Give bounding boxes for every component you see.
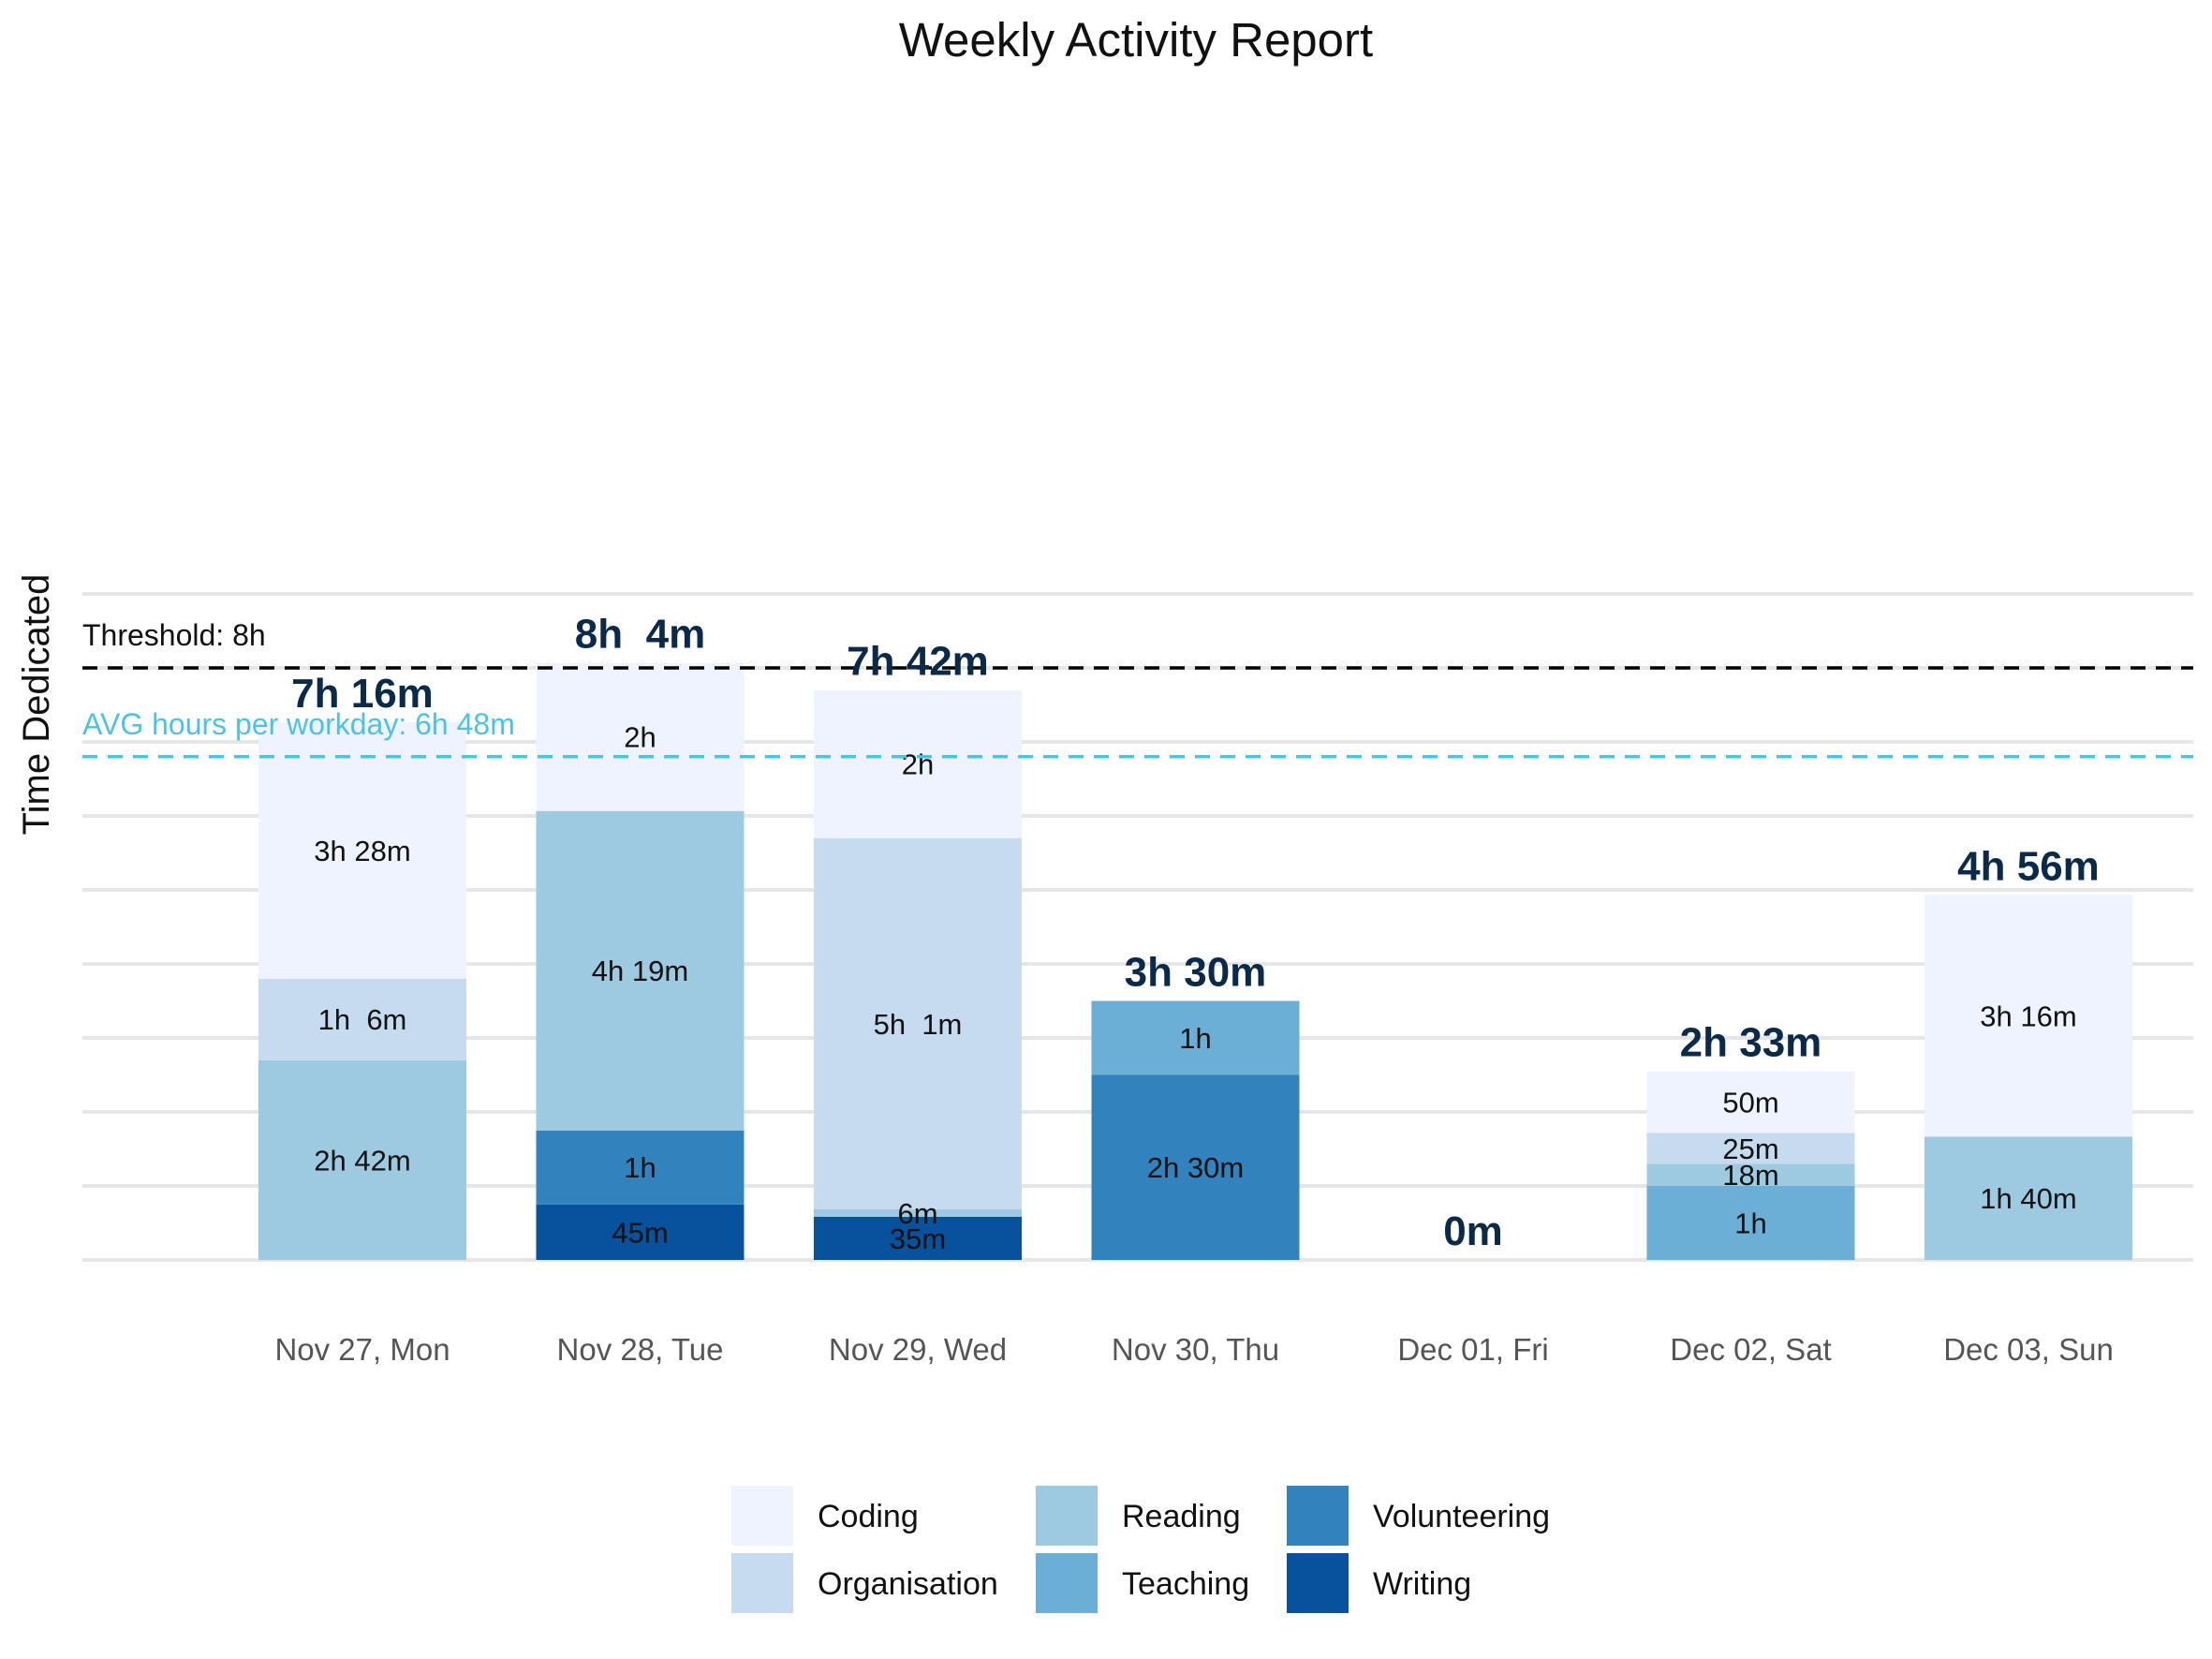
- x-tick-label: Dec 01, Fri: [1397, 1332, 1548, 1367]
- legend-swatch: [1036, 1553, 1098, 1613]
- legend-label: Volunteering: [1373, 1499, 1550, 1534]
- bar-total-label: 2h 33m: [1680, 1020, 1822, 1066]
- segment-label: 2h: [902, 748, 934, 781]
- legend-item-volunteering: Volunteering: [1287, 1486, 1550, 1546]
- bar-total-label: 7h 16m: [291, 671, 434, 717]
- legend-label: Reading: [1122, 1499, 1241, 1534]
- y-axis-label: Time Dedicated: [16, 574, 57, 836]
- segment-label: 50m: [1722, 1086, 1778, 1118]
- segment-label: 3h 28m: [314, 835, 410, 867]
- x-tick-label: Nov 29, Wed: [829, 1332, 1007, 1367]
- bar-segment-teaching: [1091, 1000, 1300, 1075]
- bar-totals: 7h 16m 8h 4m 7h 42m 3h 30m 0m 2h 33m 4h 56m: [291, 612, 2100, 1254]
- legend-swatch: [731, 1486, 793, 1546]
- legend-swatch: [1287, 1486, 1349, 1546]
- legend-item-teaching: Teaching: [1036, 1553, 1249, 1613]
- segment-label: 2h 42m: [314, 1144, 410, 1177]
- segment-label: 4h 19m: [592, 955, 688, 987]
- segment-label: 18m: [1722, 1159, 1778, 1192]
- legend-item-coding: Coding: [731, 1486, 919, 1546]
- x-tick-label: Nov 30, Thu: [1112, 1332, 1279, 1367]
- legend: Coding Organisation Reading Teaching Volunte…: [731, 1486, 1550, 1613]
- bar-segment-teaching: [1646, 1185, 1855, 1260]
- x-tick-label: Nov 27, Mon: [274, 1332, 450, 1367]
- legend-label: Writing: [1373, 1566, 1471, 1602]
- bars: [258, 662, 2132, 1260]
- segment-label: 6m: [897, 1197, 937, 1230]
- bar-segment-writing: [814, 1216, 1022, 1260]
- bar-segment-reading: [258, 1059, 466, 1260]
- bar-segment-organisation: [814, 837, 1022, 1210]
- reference-line-label: Threshold: 8h: [82, 618, 266, 652]
- bar-segment-reading: [536, 810, 745, 1131]
- bar-segment-organisation: [1646, 1133, 1855, 1164]
- bar-segment-coding: [536, 662, 745, 811]
- x-tick-label: Nov 28, Tue: [557, 1332, 724, 1367]
- bar-total-label: 3h 30m: [1125, 949, 1267, 995]
- segment-label: 25m: [1722, 1133, 1778, 1165]
- bar-segment-coding: [258, 721, 466, 979]
- legend-swatch: [1287, 1553, 1349, 1613]
- x-axis-ticks: Nov 27, Mon Nov 28, Tue Nov 29, Wed Nov 30,…: [274, 1332, 2113, 1367]
- legend-item-writing: Writing: [1287, 1553, 1471, 1613]
- bar-segment-volunteering: [536, 1130, 745, 1205]
- bar-total-label: 4h 56m: [1957, 843, 2100, 889]
- bar-segment-reading: [1646, 1163, 1855, 1186]
- legend-item-organisation: Organisation: [731, 1553, 998, 1613]
- segment-label: 1h 40m: [1980, 1182, 2076, 1215]
- segment-label: 35m: [890, 1222, 946, 1255]
- segment-label: 45m: [612, 1216, 668, 1249]
- legend-swatch: [731, 1553, 793, 1613]
- bar-segment-volunteering: [1091, 1074, 1300, 1260]
- legend-label: Organisation: [818, 1566, 998, 1602]
- bar-segment-coding: [1646, 1071, 1855, 1133]
- bar-segment-reading: [814, 1209, 1022, 1217]
- x-tick-label: Dec 02, Sat: [1670, 1332, 1831, 1367]
- segment-label: 1h: [1734, 1207, 1766, 1239]
- bar-segment-writing: [536, 1204, 745, 1260]
- reference-lines: Threshold: 8h AVG hours per workday: 6h 4…: [82, 618, 2193, 759]
- segment-label: 1h: [1179, 1022, 1211, 1055]
- bar-total-label: 0m: [1443, 1208, 1503, 1254]
- legend-label: Teaching: [1122, 1566, 1249, 1602]
- legend-label: Coding: [818, 1499, 919, 1534]
- legend-item-reading: Reading: [1036, 1486, 1241, 1546]
- chart-title: Weekly Activity Report: [899, 13, 1373, 67]
- legend-swatch: [1036, 1486, 1098, 1546]
- segment-label: 2h 30m: [1147, 1151, 1244, 1184]
- x-tick-label: Dec 03, Sun: [1943, 1332, 2114, 1367]
- segment-label: 5h 1m: [874, 1008, 963, 1041]
- bar-segment-reading: [1924, 1136, 2132, 1260]
- segment-label: 3h 16m: [1980, 1000, 2076, 1032]
- segment-label: 1h 6m: [318, 1003, 407, 1036]
- bar-total-label: 8h 4m: [575, 612, 705, 658]
- segment-label: 2h: [624, 721, 656, 754]
- bar-segment-coding: [1924, 895, 2132, 1137]
- bar-segment-organisation: [258, 978, 466, 1060]
- reference-line-label: AVG hours per workday: 6h 48m: [82, 707, 515, 741]
- bar-total-label: 7h 42m: [847, 639, 989, 685]
- bar-segment-coding: [814, 689, 1022, 838]
- segment-label: 1h: [624, 1151, 656, 1184]
